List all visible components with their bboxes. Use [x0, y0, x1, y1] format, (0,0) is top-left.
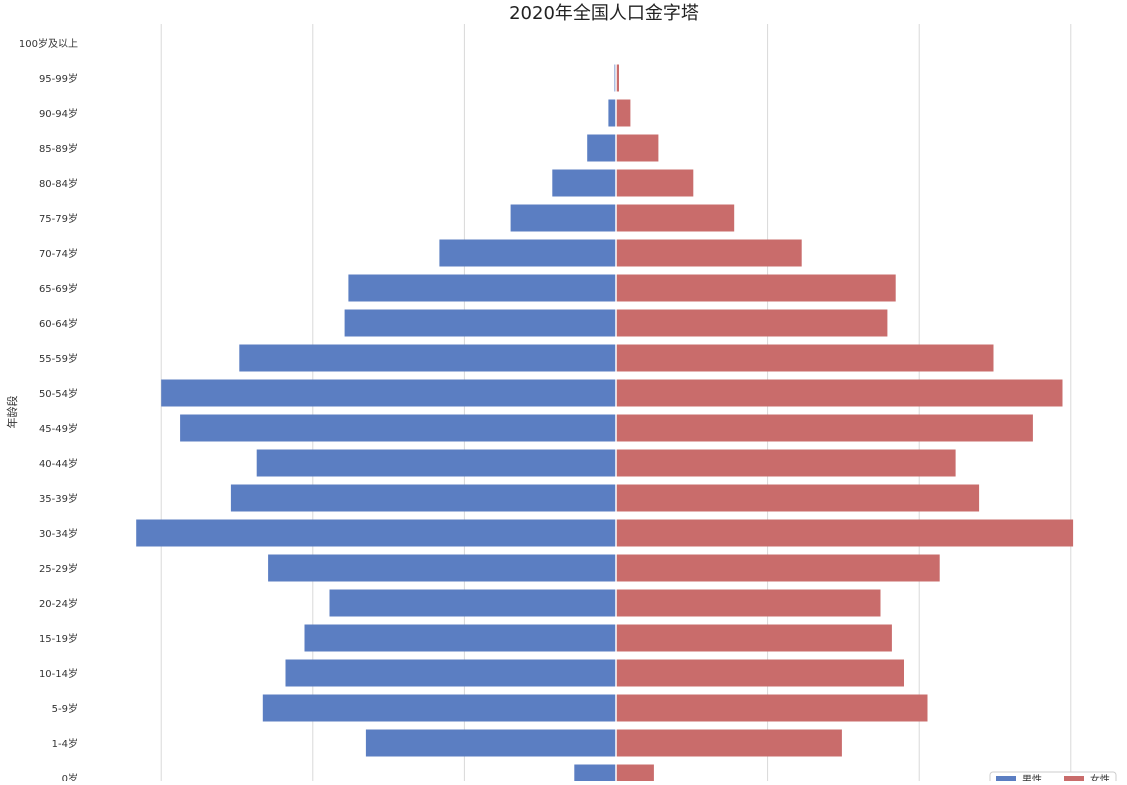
bars-layer	[136, 24, 1074, 785]
legend-label: 女性	[1090, 773, 1110, 781]
legend-label: 男性	[1022, 773, 1042, 781]
bar-female	[616, 519, 1074, 547]
bar-male	[365, 729, 616, 757]
bar-male	[304, 624, 616, 652]
legend[interactable]: 男性 女性	[989, 771, 1117, 785]
bar-male	[256, 449, 616, 477]
y-axis-label: 年龄段	[5, 396, 19, 429]
bar-female	[616, 309, 888, 337]
y-tick-label: 55-59岁	[39, 352, 78, 365]
bar-female	[616, 99, 631, 127]
bar-male	[268, 554, 616, 582]
legend-swatch	[996, 776, 1016, 783]
y-tick-label: 65-69岁	[39, 282, 78, 295]
bar-female	[616, 624, 892, 652]
bar-female	[616, 169, 694, 197]
chart-title: 2020年全国人口金字塔	[509, 3, 699, 24]
y-tick-label: 40-44岁	[39, 457, 78, 470]
bar-female	[616, 449, 956, 477]
y-tick-label: 80-84岁	[39, 177, 78, 190]
y-tick-labels: 100岁及以上 95-99岁 90-94岁 85-89岁 80-84岁 75-79岁 70-…	[19, 37, 78, 785]
bar-female	[616, 64, 619, 92]
bar-male	[136, 519, 616, 547]
bar-male	[262, 694, 616, 722]
bar-male	[285, 659, 616, 687]
bar-male	[348, 274, 616, 302]
y-tick-label: 25-29岁	[39, 562, 78, 575]
bar-female	[616, 484, 980, 512]
y-tick-label: 85-89岁	[39, 142, 78, 155]
legend-swatch	[1064, 776, 1084, 783]
y-tick-label: 1-4岁	[52, 737, 78, 750]
bar-male	[510, 204, 616, 232]
bar-male	[230, 484, 616, 512]
bar-female	[616, 274, 896, 302]
bar-female	[616, 379, 1063, 407]
bar-female	[616, 344, 994, 372]
bar-female	[616, 764, 654, 785]
y-tick-label: 75-79岁	[39, 212, 78, 225]
bar-male	[329, 589, 616, 617]
bar-male	[180, 414, 616, 442]
bar-male	[587, 134, 616, 162]
bar-female	[616, 659, 904, 687]
y-tick-label: 90-94岁	[39, 107, 78, 120]
bar-male	[574, 764, 616, 785]
bar-male	[439, 239, 616, 267]
y-tick-label: 10-14岁	[39, 667, 78, 680]
bar-female	[616, 239, 802, 267]
y-tick-label: 50-54岁	[39, 387, 78, 400]
y-tick-label: 0岁	[62, 772, 78, 781]
bar-male	[239, 344, 617, 372]
bar-female	[616, 694, 928, 722]
bar-male	[608, 99, 616, 127]
bar-male	[344, 309, 616, 337]
bar-female	[616, 414, 1033, 442]
y-tick-label: 70-74岁	[39, 247, 78, 260]
y-tick-label: 60-64岁	[39, 317, 78, 330]
y-tick-label: 30-34岁	[39, 527, 78, 540]
y-tick-label: 35-39岁	[39, 492, 78, 505]
y-tick-label: 20-24岁	[39, 597, 78, 610]
y-tick-label: 15-19岁	[39, 632, 78, 645]
y-tick-label: 45-49岁	[39, 422, 78, 435]
bar-female	[616, 134, 659, 162]
bar-female	[616, 589, 881, 617]
y-tick-label: 100岁及以上	[19, 37, 78, 50]
y-tick-label: 95-99岁	[39, 72, 78, 85]
bar-female	[616, 729, 842, 757]
bar-female	[616, 204, 735, 232]
bar-male	[552, 169, 616, 197]
bar-female	[616, 554, 940, 582]
y-tick-label: 5-9岁	[52, 702, 78, 715]
bar-male	[161, 379, 616, 407]
